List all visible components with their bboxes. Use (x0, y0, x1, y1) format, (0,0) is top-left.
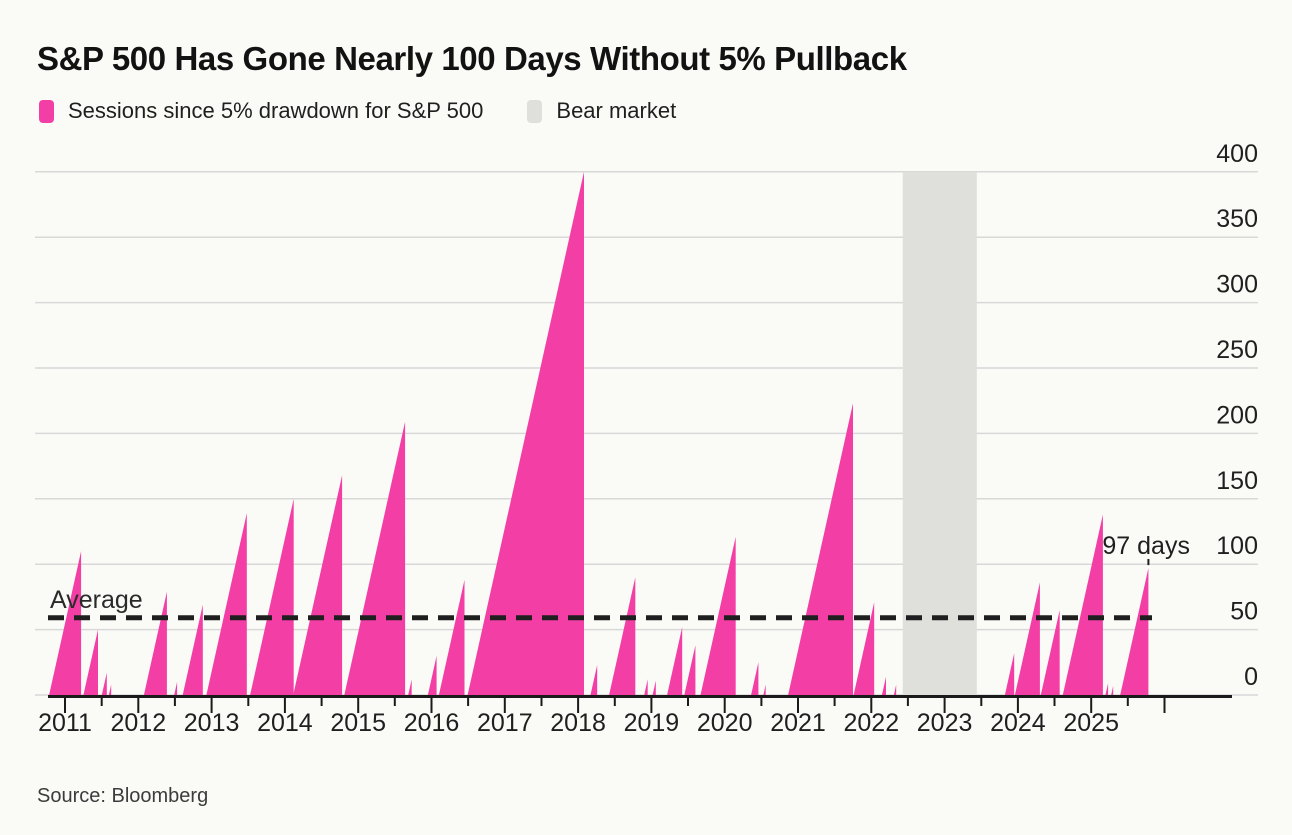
y-tick-label-300: 300 (1216, 271, 1258, 299)
drawdown-cycle-triangle (438, 579, 465, 695)
drawdown-cycle-triangle (293, 475, 343, 695)
x-tick-label-2012: 2012 (110, 709, 166, 737)
drawdown-cycle-triangle (83, 629, 98, 695)
drawdown-cycle-triangle (1111, 685, 1114, 695)
drawdown-cycle-triangle (182, 604, 203, 695)
drawdown-cycle-triangle (609, 577, 636, 695)
y-tick-label-200: 200 (1216, 401, 1258, 429)
drawdown-cycle-triangle (108, 684, 112, 695)
drawdown-cycle-triangle (590, 664, 598, 695)
y-tick-label-150: 150 (1216, 467, 1258, 495)
x-tick-label-2014: 2014 (257, 709, 313, 737)
y-tick-label-250: 250 (1216, 336, 1258, 364)
drawdown-cycle-triangle (427, 655, 437, 695)
x-tick-label-2018: 2018 (550, 709, 606, 737)
drawdown-cycle-triangle (652, 680, 656, 695)
x-tick-label-2025: 2025 (1063, 709, 1119, 737)
legend-item-bear: Bear market (527, 98, 676, 124)
drawdown-cycle-triangle (853, 602, 875, 695)
drawdown-cycle-triangle (881, 676, 886, 695)
x-tick-label-2013: 2013 (184, 709, 240, 737)
drawdown-cycle-triangle (250, 498, 294, 695)
drawdown-cycle-triangle (763, 684, 766, 695)
drawdown-cycle-triangle (101, 672, 107, 695)
drawdown-cycle-triangle (788, 403, 853, 695)
sessions-series (49, 171, 1149, 696)
x-tick-label-2023: 2023 (917, 709, 973, 737)
drawdown-cycle-triangle (344, 421, 406, 695)
drawdown-cycle-triangle (1105, 683, 1109, 695)
pink-swatch-icon (39, 99, 54, 123)
y-tick-label-0: 0 (1244, 663, 1258, 691)
drawdown-cycle-triangle (143, 591, 167, 695)
bear-market-band (902, 171, 977, 696)
legend-label-sessions: Sessions since 5% drawdown for S&P 500 (68, 98, 484, 123)
drawdown-cycle-triangle (751, 662, 759, 695)
drawdown-cycle-triangle (1120, 568, 1149, 695)
drawdown-cycle-triangle (467, 171, 584, 696)
drawdown-cycle-triangle (49, 551, 82, 695)
x-tick-label-2021: 2021 (770, 709, 826, 737)
drawdown-cycle-triangle (1014, 582, 1040, 695)
drawdown-cycle-triangle (1062, 514, 1103, 695)
drawdown-cycle-triangle (1040, 610, 1060, 695)
annotation-97-days: 97 days (1102, 532, 1190, 560)
drawdown-cycle-triangle (1004, 653, 1015, 695)
x-tick-label-2024: 2024 (990, 709, 1046, 737)
legend: Sessions since 5% drawdown for S&P 500 B… (39, 98, 676, 124)
x-tick-label-2019: 2019 (624, 709, 680, 737)
y-tick-label-100: 100 (1216, 532, 1258, 560)
y-tick-label-350: 350 (1216, 205, 1258, 233)
legend-label-bear: Bear market (556, 98, 677, 123)
drawdown-cycle-triangle (408, 679, 412, 695)
gray-swatch-icon (527, 99, 543, 123)
drawdown-cycle-triangle (700, 536, 736, 695)
drawdown-cycle-triangle (174, 681, 178, 695)
source-credit: Source: Bloomberg (37, 785, 209, 807)
drawdown-cycle-triangle (893, 684, 897, 695)
legend-item-sessions: Sessions since 5% drawdown for S&P 500 (39, 98, 483, 124)
drawdown-cycle-triangle (684, 645, 696, 695)
drawdown-cycle-triangle (644, 679, 648, 695)
x-tick-label-2016: 2016 (404, 709, 460, 737)
y-tick-label-50: 50 (1230, 598, 1258, 626)
x-tick-label-2017: 2017 (477, 709, 533, 737)
average-label: Average (50, 586, 143, 614)
drawdown-cycle-triangle (667, 627, 683, 695)
x-tick-label-2020: 2020 (697, 709, 753, 737)
x-tick-label-2011: 2011 (38, 709, 92, 737)
drawdown-cycle-triangle (206, 513, 247, 695)
x-tick-label-2015: 2015 (330, 709, 386, 737)
x-tick-label-2022: 2022 (843, 709, 899, 737)
y-tick-label-400: 400 (1216, 140, 1258, 168)
chart-title: S&P 500 Has Gone Nearly 100 Days Without… (37, 40, 907, 77)
